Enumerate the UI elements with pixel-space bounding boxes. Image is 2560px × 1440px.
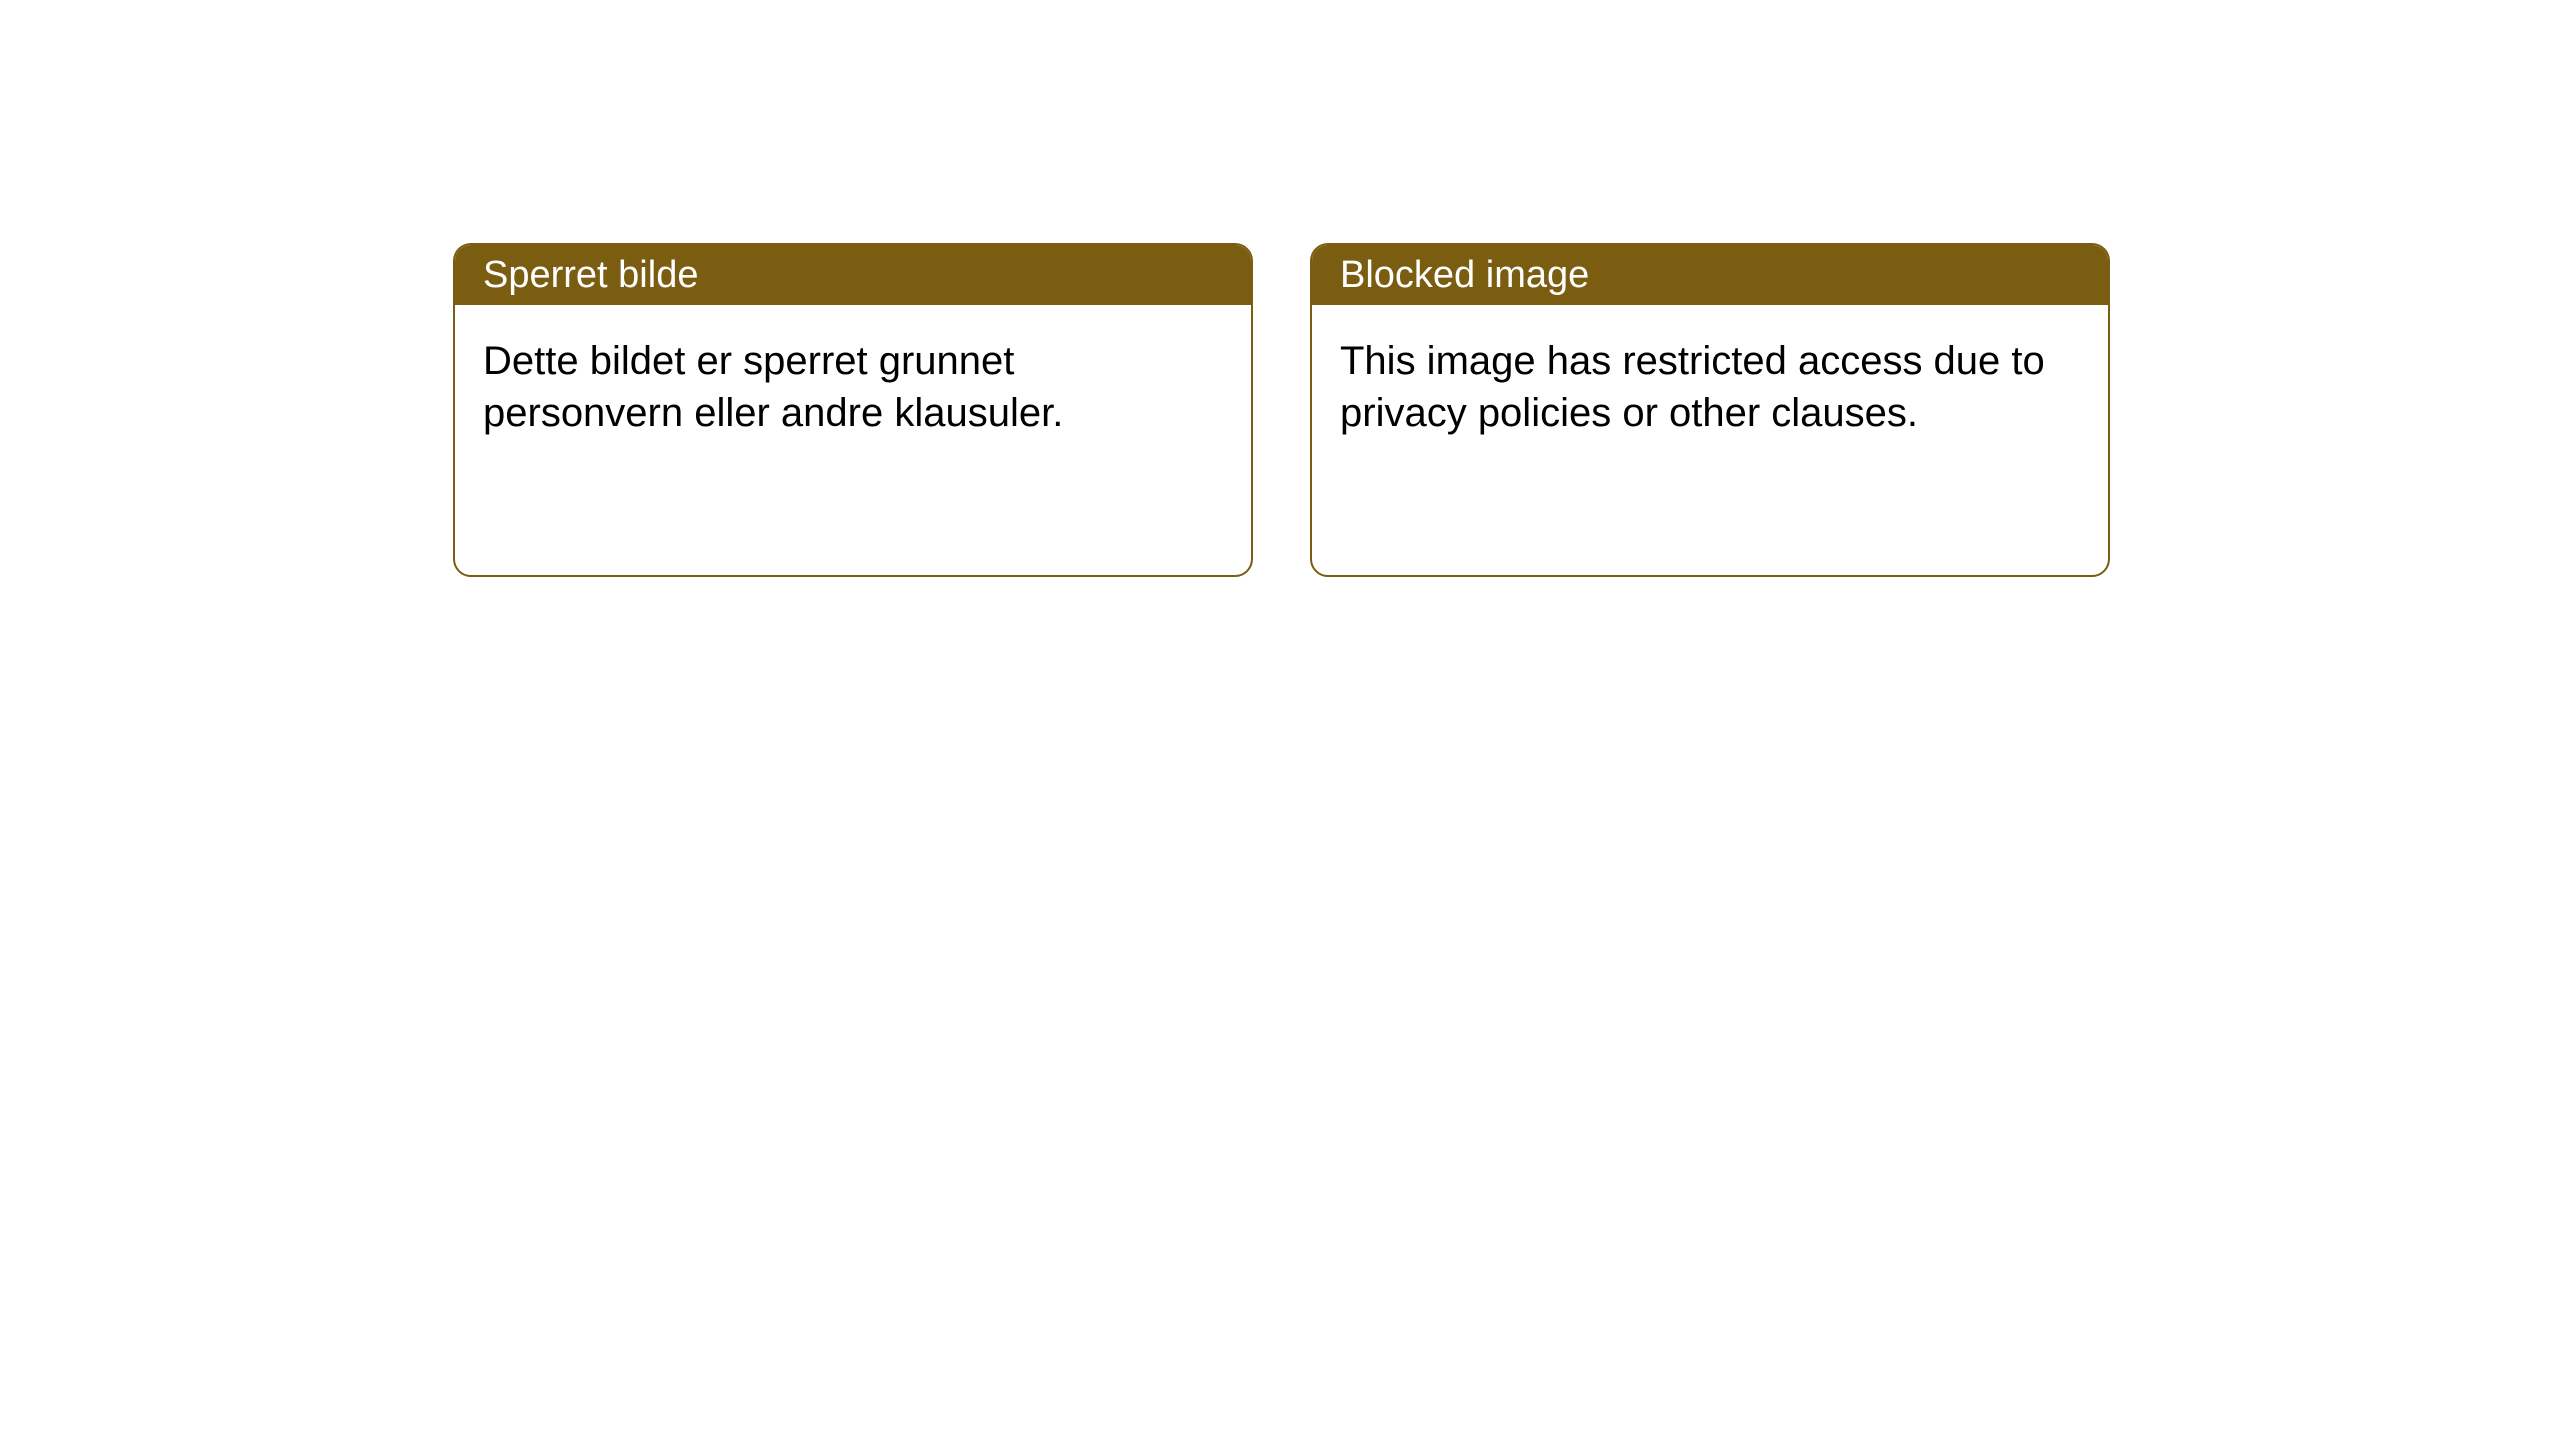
- notice-title: Blocked image: [1340, 254, 1589, 297]
- notice-body: This image has restricted access due to …: [1312, 305, 2108, 469]
- notice-header: Sperret bilde: [455, 245, 1251, 305]
- notice-header: Blocked image: [1312, 245, 2108, 305]
- notice-container: Sperret bilde Dette bildet er sperret gr…: [453, 243, 2110, 577]
- notice-text: Dette bildet er sperret grunnet personve…: [483, 339, 1063, 435]
- notice-card-norwegian: Sperret bilde Dette bildet er sperret gr…: [453, 243, 1253, 577]
- notice-title: Sperret bilde: [483, 254, 698, 297]
- notice-card-english: Blocked image This image has restricted …: [1310, 243, 2110, 577]
- notice-text: This image has restricted access due to …: [1340, 339, 2045, 435]
- notice-body: Dette bildet er sperret grunnet personve…: [455, 305, 1251, 469]
